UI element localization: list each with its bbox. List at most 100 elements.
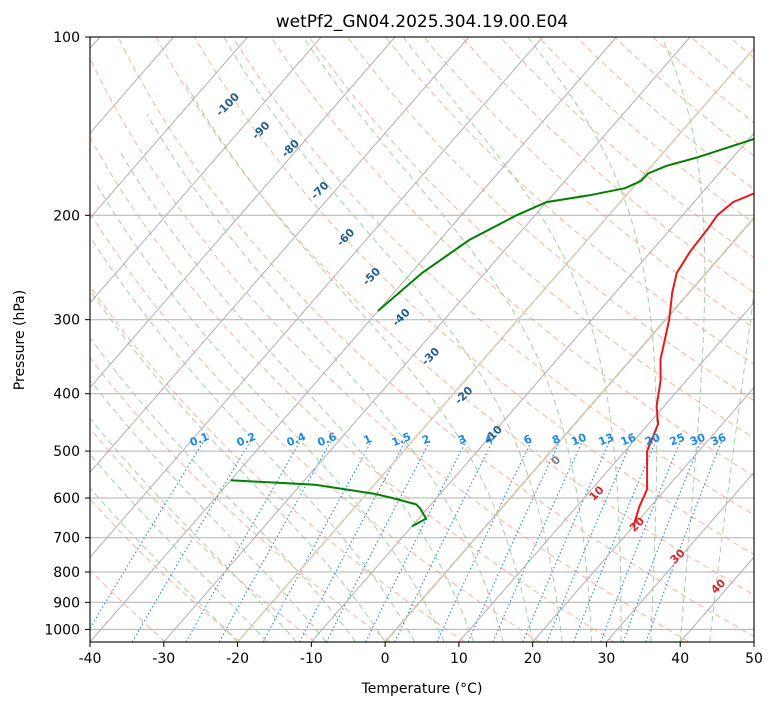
dry-adiabat xyxy=(117,37,754,637)
mixing-ratio-label: 1 xyxy=(362,432,374,447)
dry-adiabat xyxy=(423,37,754,329)
mixing-ratio-lines xyxy=(90,440,723,642)
dry-adiabat xyxy=(346,37,754,402)
x-axis-ticks: -40 -30 -20 -10 0 10 20 30 40 50 xyxy=(79,642,763,667)
moist-adiabat xyxy=(90,235,416,642)
isotherm-line xyxy=(90,37,617,642)
mixing-ratio-line xyxy=(492,440,584,642)
mixing-ratio-label: 10 xyxy=(569,431,588,449)
mixing-ratio-label: 2 xyxy=(420,432,432,447)
y-tick-label: 500 xyxy=(53,444,80,460)
mixing-ratio-label: 13 xyxy=(597,431,616,449)
moist-adiabat xyxy=(185,83,534,642)
moist-adiabat xyxy=(661,37,706,642)
sounding-series xyxy=(230,137,754,528)
dry-adiabat xyxy=(90,357,391,642)
y-tick-label: 300 xyxy=(53,313,80,329)
mixing-ratio-line xyxy=(394,440,494,642)
moist-adiabat xyxy=(146,113,504,642)
mixing-ratio-label: 16 xyxy=(619,431,638,449)
x-tick-label: -20 xyxy=(226,651,249,667)
mixing-ratio-line xyxy=(572,440,657,642)
x-tick-label: 10 xyxy=(450,651,468,667)
dry-adiabat xyxy=(232,37,754,516)
mixing-ratio-label: 25 xyxy=(668,431,687,449)
isotherm-line xyxy=(90,37,470,474)
y-axis-ticks: 100 200 300 400 500 600 700 800 900 1000 xyxy=(44,30,90,638)
special-isotherm xyxy=(236,46,754,642)
moist-adiabat xyxy=(709,287,754,642)
mixing-ratio-line xyxy=(90,440,205,630)
x-tick-label: 0 xyxy=(381,651,390,667)
mixing-ratio-line xyxy=(365,440,467,642)
mixing-ratio-line xyxy=(299,440,406,642)
y-axis-label: Pressure (hPa) xyxy=(12,290,28,390)
x-tick-label: 20 xyxy=(524,651,542,667)
dry-adiabat xyxy=(537,37,754,224)
isotherm-line xyxy=(458,302,754,642)
y-tick-label: 200 xyxy=(53,208,80,224)
isotherm-line xyxy=(90,37,322,304)
dry-adiabat xyxy=(90,212,540,642)
x-axis-label: Temperature (°C) xyxy=(361,681,483,697)
isotherm-grid xyxy=(90,37,754,642)
dry-adiabat xyxy=(90,136,615,642)
mixing-ratio-line xyxy=(522,440,611,642)
y-tick-label: 400 xyxy=(53,387,80,403)
x-tick-label: -10 xyxy=(300,651,323,667)
isotherm-line xyxy=(90,37,396,389)
dry-adiabat xyxy=(576,37,754,190)
isotherm-line xyxy=(532,386,754,642)
isotherm-line xyxy=(163,37,691,642)
y-tick-label: 600 xyxy=(53,491,80,507)
dry-adiabat xyxy=(90,427,316,642)
mixing-ratio-line xyxy=(325,440,431,642)
y-tick-label: 900 xyxy=(53,595,80,611)
moist-adiabat xyxy=(302,37,593,642)
plot-frame xyxy=(89,36,755,643)
dry-adiabat xyxy=(90,285,465,642)
mixing-ratio-label: 20 xyxy=(643,431,662,449)
isotherm-line xyxy=(606,471,754,642)
moist-adiabat xyxy=(94,180,445,642)
y-tick-label: 100 xyxy=(53,30,80,46)
dry-adiabat xyxy=(90,57,690,642)
x-tick-label: -40 xyxy=(79,651,102,667)
x-tick-label: 30 xyxy=(598,651,616,667)
x-tick-label: 50 xyxy=(745,651,763,667)
mixing-ratio-line xyxy=(436,440,533,642)
isotherm-line xyxy=(310,132,754,642)
temperature-profile xyxy=(632,192,754,527)
moist-adiabat xyxy=(527,37,658,642)
mixing-ratio-line xyxy=(131,440,252,642)
moist-adiabat xyxy=(90,336,356,642)
moist-adiabat xyxy=(223,37,563,642)
isotherm-line xyxy=(90,37,543,558)
mixing-ratio-line xyxy=(546,440,633,642)
mixing-ratio-line xyxy=(600,440,682,642)
y-tick-label: 800 xyxy=(53,565,80,581)
mixing-ratio-line xyxy=(185,440,302,642)
y-tick-label: 700 xyxy=(53,531,80,547)
moist-adiabat xyxy=(90,289,386,642)
dry-adiabat xyxy=(385,37,754,365)
mixing-ratio-label: 8 xyxy=(550,432,562,447)
dry-adiabats xyxy=(90,37,754,642)
dewpoint-profile-lower xyxy=(230,479,428,528)
isotherm-line xyxy=(90,37,248,219)
special-isotherm xyxy=(384,216,754,642)
moist-adiabat xyxy=(90,487,238,642)
dry-adiabat xyxy=(155,37,754,596)
chart-title: wetPf2_GN04.2025.304.19.00.E04 xyxy=(276,12,568,32)
mixing-ratio-label: 30 xyxy=(688,431,707,449)
x-tick-label: 40 xyxy=(671,651,689,667)
y-tick-label: 1000 xyxy=(44,622,80,638)
dewpoint-profile-upper xyxy=(377,137,754,312)
dry-adiabat xyxy=(194,37,754,556)
mixing-ratio-label: 3 xyxy=(456,432,468,447)
x-tick-label: -30 xyxy=(152,651,175,667)
mixing-ratio-line xyxy=(467,440,561,642)
moist-adiabat xyxy=(402,37,622,642)
